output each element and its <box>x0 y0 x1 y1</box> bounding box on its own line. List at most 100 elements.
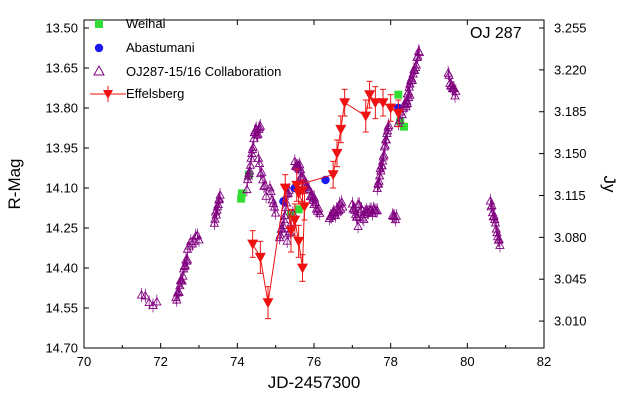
oj287-15-16-collaboration-point <box>359 214 369 223</box>
y2-tick-label: 3.150 <box>554 146 587 161</box>
oj287-15-16-collaboration-point <box>404 82 414 91</box>
y2-tick-label: 3.185 <box>554 104 587 119</box>
oj287-15-16-collaboration-point <box>247 144 258 153</box>
oj287-15-16-collaboration-point <box>414 47 425 57</box>
chart-title: OJ 287 <box>470 25 522 42</box>
oj287-15-16-collaboration-point <box>353 221 363 230</box>
weihai-point <box>237 194 246 203</box>
x-tick-label: 82 <box>537 354 551 369</box>
oj287-15-16-collaboration-point <box>246 153 256 162</box>
y-tick-label: 14.70 <box>45 341 78 356</box>
effelsberg-point <box>331 148 343 159</box>
oj287-15-16-collaboration-point <box>411 59 422 69</box>
y2-tick-label: 3.255 <box>554 21 587 36</box>
oj287-15-16-collaboration-point <box>381 134 392 144</box>
effelsberg-point <box>279 183 291 194</box>
oj287-15-16-collaboration-point <box>489 210 499 220</box>
effelsberg-point <box>289 215 301 226</box>
x-tick-label: 80 <box>460 354 474 369</box>
legend: Weihai Abastumani OJ287-15/16 Collaborat… <box>90 16 281 102</box>
oj287-15-16-collaboration-point <box>374 176 384 185</box>
oj287-15-16-collaboration-point <box>144 297 154 307</box>
oj287-15-16-collaboration-point <box>213 199 223 209</box>
y2-tick-label: 3.045 <box>554 272 587 287</box>
x-axis-title: JD-2457300 <box>268 373 361 392</box>
oj287-15-16-collaboration-point <box>209 218 220 227</box>
effelsberg-point <box>369 98 381 109</box>
effelsberg-point <box>297 263 308 274</box>
oj287-15-16-collaboration-point <box>268 198 279 207</box>
oj287-15-16-collaboration-point <box>254 158 265 168</box>
oj287-15-16-collaboration-point <box>495 240 505 249</box>
oj287-15-16-collaboration-point <box>260 180 270 189</box>
series-marks <box>136 44 505 320</box>
oj287-15-16-collaboration-point <box>376 165 386 175</box>
x-tick-label: 70 <box>77 354 91 369</box>
oj287-15-16-collaboration-point <box>281 197 292 207</box>
oj287-15-16-collaboration-point <box>215 190 225 199</box>
oj287-15-16-collaboration-point <box>337 201 348 211</box>
effelsberg-point <box>335 124 347 135</box>
oj287-15-16-collaboration-point <box>451 86 461 95</box>
oj287-15-16-collaboration-point <box>374 170 385 180</box>
oj287-15-16-collaboration-point <box>152 296 162 306</box>
oj287-15-16-collaboration-point <box>172 294 182 304</box>
weihai-point <box>237 189 246 198</box>
oj287-15-16-collaboration-point <box>487 200 497 210</box>
oj287-15-16-collaboration-point <box>402 96 412 105</box>
effelsberg-point <box>364 90 376 101</box>
y2-tick-label: 3.220 <box>554 62 587 77</box>
oj287-15-16-collaboration-point <box>492 227 502 237</box>
y-tick-label: 14.40 <box>45 261 78 276</box>
oj287-15-16-collaboration-point <box>265 182 275 192</box>
oj287-15-16-collaboration-point <box>304 184 314 193</box>
effelsberg-point <box>298 202 310 213</box>
oj287-15-16-collaboration-point <box>310 197 321 206</box>
oj287-15-16-collaboration-point <box>380 140 390 149</box>
y2-tick-label: 3.010 <box>554 314 587 329</box>
oj287-15-16-collaboration-point <box>450 90 460 100</box>
legend-marker-abastumani <box>94 43 104 53</box>
weihai-point <box>394 90 403 99</box>
x-tick-label: 72 <box>153 354 167 369</box>
oj287-15-16-collaboration-point <box>377 155 388 165</box>
oj287-15-16-collaboration-point <box>248 142 258 151</box>
oj287-15-16-collaboration-point <box>403 86 414 96</box>
oj287-15-16-collaboration-point <box>256 167 267 176</box>
oj287-15-16-collaboration-point <box>407 75 418 85</box>
effelsberg-point <box>293 236 305 247</box>
oj287-15-16-collaboration-point <box>242 184 252 194</box>
y-tick-label: 14.55 <box>45 301 78 316</box>
oj287-15-16-collaboration-point <box>261 191 271 200</box>
oj287-15-16-collaboration-point <box>182 254 193 264</box>
effelsberg-point <box>377 98 389 109</box>
oj287-15-16-collaboration-point <box>444 70 454 79</box>
oj287-15-16-collaboration-point <box>267 194 277 204</box>
oj287-15-16-collaboration-point <box>391 211 402 220</box>
x-tick-label: 78 <box>383 354 397 369</box>
effelsberg-point <box>262 298 274 309</box>
effelsberg-point <box>285 226 297 237</box>
effelsberg-point <box>297 186 308 197</box>
y-axis-title: R-Mag <box>5 158 24 209</box>
oj287-15-16-collaboration-point <box>184 240 194 250</box>
oj287-15-16-collaboration-point <box>372 205 383 214</box>
oj287-15-16-collaboration-point <box>245 160 256 169</box>
effelsberg-line <box>252 93 399 303</box>
oj287-15-16-collaboration-point <box>178 271 188 280</box>
oj287-15-16-collaboration-point <box>282 236 292 245</box>
weihai-point <box>294 205 303 214</box>
oj287-15-16-collaboration-point <box>373 178 384 188</box>
oj287-15-16-collaboration-point <box>314 208 325 217</box>
oj287-15-16-collaboration-point <box>278 220 288 229</box>
effelsberg-point <box>254 252 266 263</box>
oj287-15-16-collaboration-point <box>177 275 187 285</box>
oj287-15-16-collaboration-point <box>394 115 405 124</box>
effelsberg-point <box>247 239 259 250</box>
oj287-15-16-collaboration-point <box>210 214 220 223</box>
oj287-15-16-collaboration-point <box>402 98 413 108</box>
oj287-15-16-collaboration-point <box>352 211 363 221</box>
oj287-15-16-collaboration-point <box>194 234 204 244</box>
y-tick-label: 13.50 <box>45 21 78 36</box>
oj287-15-16-collaboration-point <box>212 201 223 211</box>
